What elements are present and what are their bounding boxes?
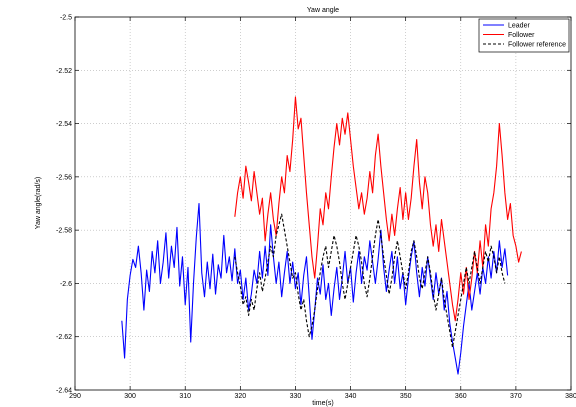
y-tick-label: -2.54 [56,121,72,128]
series-layer [121,96,522,375]
legend-label-leader: Leader [508,23,530,30]
x-tick-label: 300 [124,393,136,400]
y-tick-label: -2.62 [56,334,72,341]
y-axis-title: Yaw angle(rad/s) [35,177,42,229]
x-tick-label: 380 [565,393,576,400]
grid-layer [75,17,571,390]
x-tick-label: 320 [234,393,246,400]
x-axis-title: time(s) [312,400,333,407]
y-tick-label: -2.5 [60,15,72,22]
plot-frame [74,16,572,391]
x-tick-label: 330 [290,393,302,400]
y-tick-label: -2.52 [56,68,72,75]
x-tick-label: 340 [345,393,357,400]
x-tick-label: 360 [455,393,467,400]
series-line-leader [121,202,509,375]
x-tick-label: 370 [510,393,522,400]
legend-label-follower-reference: Follower reference [508,42,566,49]
x-tick-label: 310 [179,393,191,400]
series-line-follower [234,96,522,322]
y-tick-label: -2.56 [56,174,72,181]
chart-title: Yaw angle [307,7,339,14]
series-line-follower-reference [234,213,506,348]
tick-layer: 290 300 310 320 330 340 350 360 370 380 -2.64 -2.62… [56,15,576,401]
x-tick-label: 350 [400,393,412,400]
x-tick-label: 290 [69,393,81,400]
y-tick-label: -2.6 [60,281,72,288]
legend: Leader Follower Follower reference [478,18,570,53]
y-tick-label: -2.64 [56,388,72,395]
y-tick-label: -2.58 [56,228,72,235]
legend-items: Leader Follower Follower reference [483,23,566,49]
legend-label-follower: Follower [508,32,535,39]
